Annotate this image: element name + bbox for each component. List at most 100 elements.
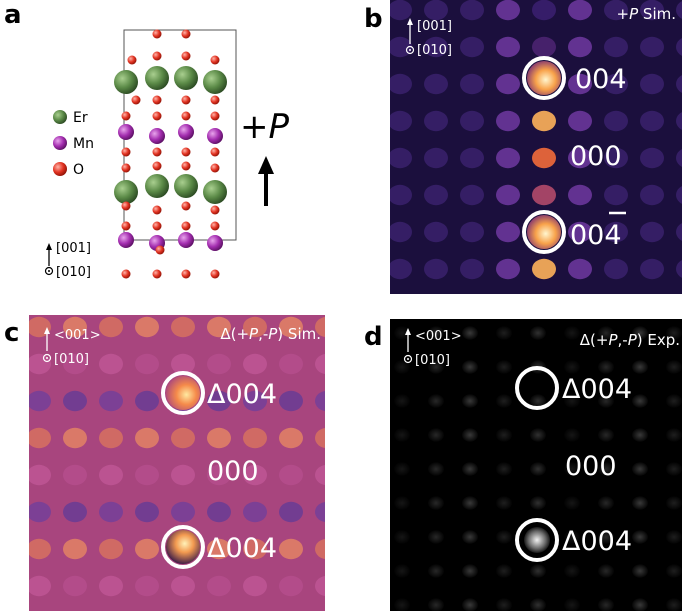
axis-up-label-b: [001] (417, 19, 452, 34)
diffraction-spot (532, 258, 556, 280)
highlight-ring-bottom-d (515, 518, 559, 562)
diffraction-spot (604, 0, 628, 21)
diffraction-spot (640, 110, 664, 132)
spot-00-4-b (527, 215, 561, 249)
diffraction-spot (207, 390, 231, 412)
diffraction-spot (496, 360, 512, 374)
diffraction-spot (460, 258, 484, 280)
label-d004-top-d: Δ004 (562, 374, 632, 405)
diffraction-spot (135, 501, 159, 523)
diffraction-spot (666, 496, 682, 510)
diffraction-spot (530, 564, 546, 578)
diffraction-spot (279, 390, 303, 412)
diffraction-spot (207, 316, 231, 338)
diffraction-spot (135, 538, 159, 560)
crystal-structure-figure: Er Mn O +P [001] [010] (44, 29, 290, 280)
o-atom (181, 161, 191, 171)
diffraction-spot (632, 428, 648, 442)
diffraction-spot (428, 394, 444, 408)
diffraction-spot (676, 38, 682, 56)
diffraction-spot (496, 258, 520, 280)
label-004-b: 004 (575, 64, 627, 95)
diffraction-spot (564, 598, 580, 611)
er-atom (114, 180, 138, 204)
diffraction-spot (462, 360, 478, 374)
diffraction-spot (564, 360, 580, 374)
o-atom (181, 95, 191, 105)
o-atom (210, 95, 220, 105)
diffraction-spot (171, 427, 195, 449)
diffraction-spot (63, 501, 87, 523)
diffraction-spot (390, 184, 412, 206)
o-atom (131, 95, 141, 105)
diffraction-spot (530, 394, 546, 408)
o-atom (181, 51, 191, 61)
diffraction-spot (279, 575, 303, 597)
legend-o-label: O (73, 162, 84, 178)
diffraction-spot (99, 575, 123, 597)
o-atom (210, 221, 220, 231)
diffraction-spot (394, 394, 410, 408)
panel-b-image: 004 000 004 +P Sim. [001] [010] (390, 0, 682, 294)
er-atom (174, 66, 198, 90)
diffraction-spot (564, 564, 580, 578)
o-atom (121, 147, 131, 157)
diffraction-spot (99, 316, 123, 338)
diffraction-spot (676, 1, 682, 19)
diffraction-spot (428, 496, 444, 510)
o-atom (210, 55, 220, 65)
diffraction-spot (171, 353, 195, 375)
er-atom (145, 174, 169, 198)
o-atom (210, 205, 220, 215)
diffraction-spot (640, 36, 664, 58)
diffraction-spot (135, 427, 159, 449)
o-atom (152, 51, 162, 61)
mn-atom (207, 235, 223, 251)
panel-letter-d: d (364, 322, 383, 352)
polarization-label: +P (240, 107, 290, 147)
diffraction-spot (460, 36, 484, 58)
er-atom (203, 180, 227, 204)
er-atom (203, 70, 227, 94)
diffraction-spot (243, 316, 267, 338)
axis-indicator-d: <001> [010] (403, 328, 462, 368)
diffraction-spot (29, 464, 51, 486)
diffraction-spot (279, 501, 303, 523)
diffraction-spot (568, 0, 592, 21)
diffraction-spot (460, 221, 484, 243)
diffraction-spot (63, 353, 87, 375)
o-atom (181, 201, 191, 211)
panel-letter-a: a (4, 0, 22, 30)
diffraction-spot (135, 575, 159, 597)
diffraction-spot (63, 464, 87, 486)
diffraction-spot (632, 394, 648, 408)
diffraction-spot (530, 462, 546, 476)
diffraction-spot (532, 184, 556, 206)
diffraction-spot (428, 428, 444, 442)
diffraction-spot (99, 501, 123, 523)
diffraction-spot (462, 394, 478, 408)
diffraction-spot (29, 390, 51, 412)
o-atom (152, 95, 162, 105)
diffraction-spot (460, 0, 484, 21)
diffraction-spot (676, 186, 682, 204)
diffraction-spot (460, 147, 484, 169)
diffraction-spot (598, 598, 614, 611)
er-atom (114, 70, 138, 94)
diffraction-spot (640, 184, 664, 206)
diffraction-spot (99, 353, 123, 375)
diffraction-spot (315, 501, 325, 523)
diffraction-spot (568, 184, 592, 206)
diffraction-spot (243, 390, 267, 412)
diffraction-spot (29, 538, 51, 560)
diffraction-spot (604, 73, 628, 95)
axis-up-label-d: <001> (415, 329, 462, 344)
diffraction-spot (598, 394, 614, 408)
diffraction-spot (315, 316, 325, 338)
diffraction-spot (394, 564, 410, 578)
o-atom (121, 111, 131, 121)
diffraction-spot (428, 564, 444, 578)
diffraction-spots-d (394, 326, 682, 611)
diffraction-spot (394, 496, 410, 510)
atom-group (114, 29, 227, 279)
